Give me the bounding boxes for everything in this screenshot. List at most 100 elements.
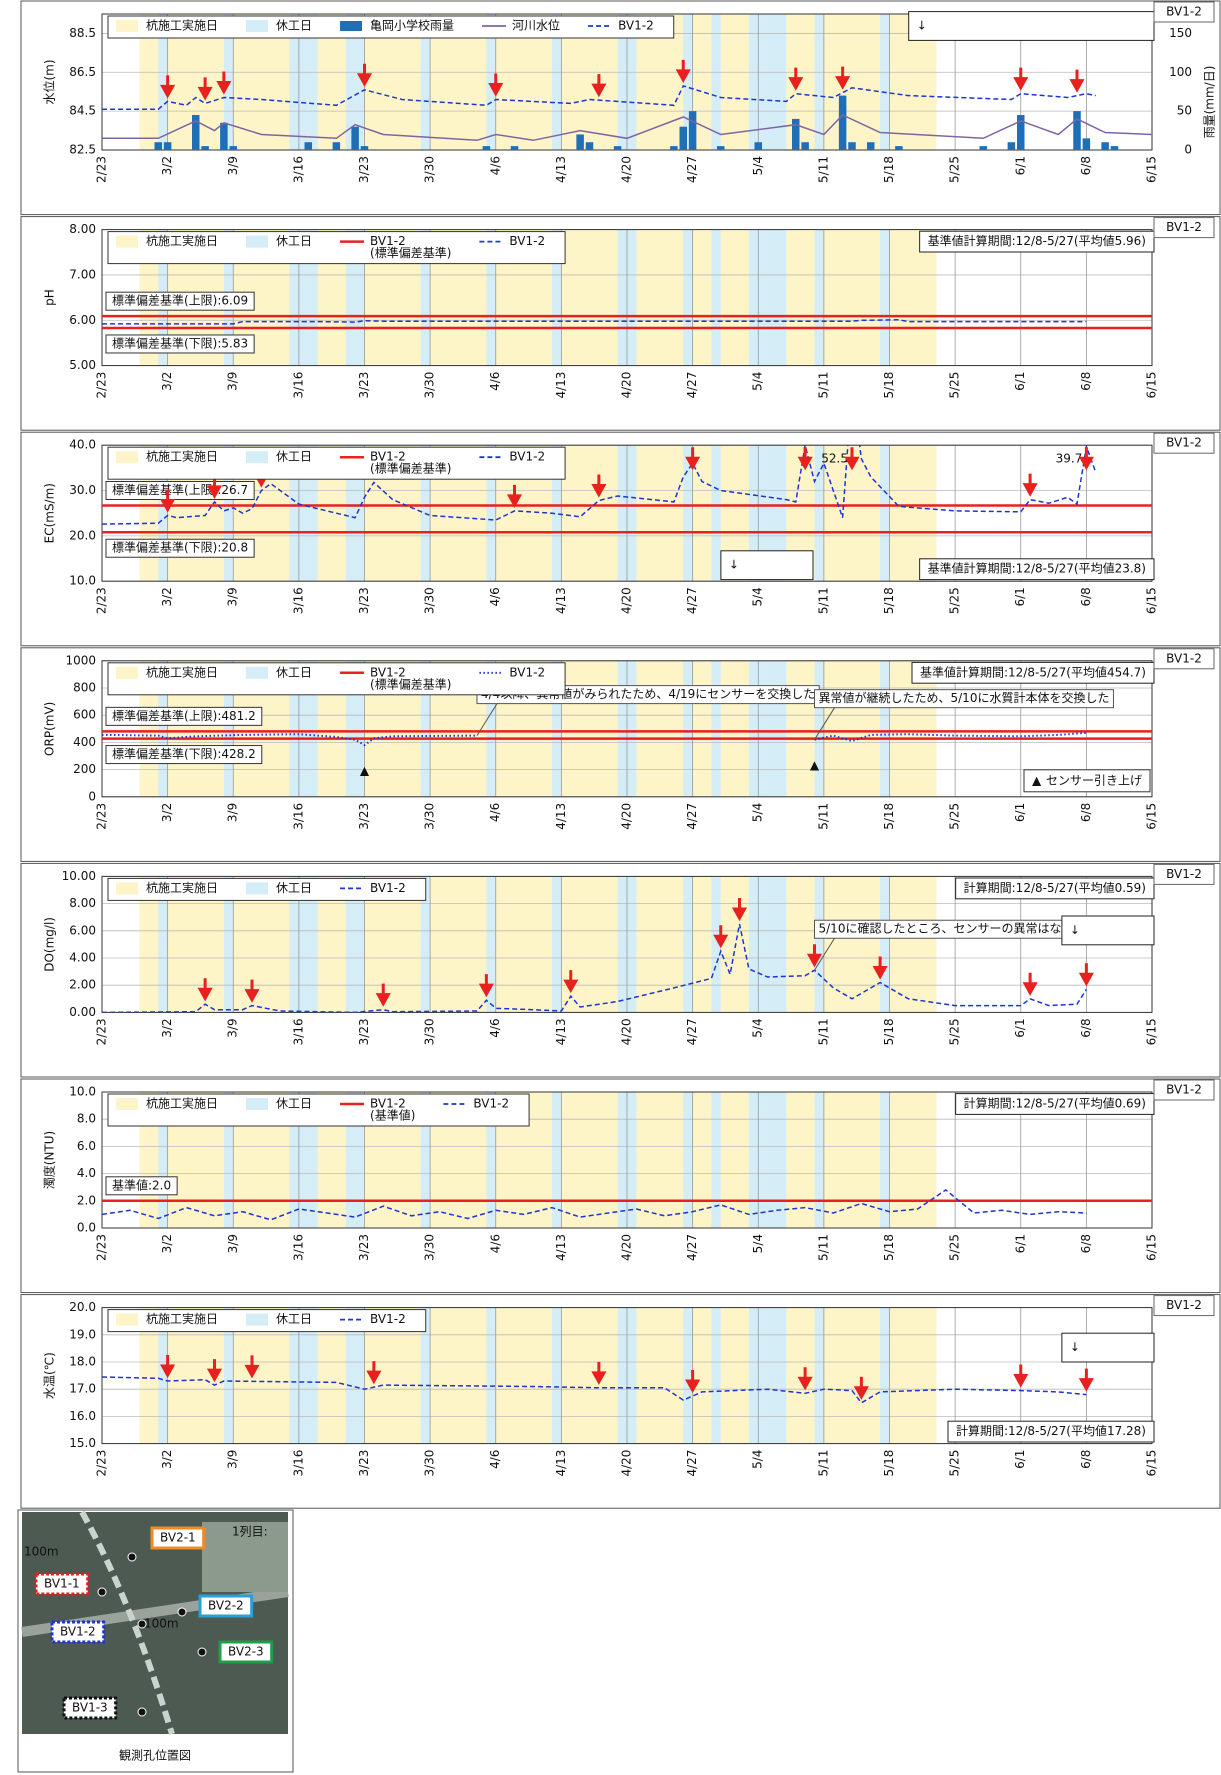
rest-day-band <box>777 229 787 366</box>
event-arrow <box>488 73 504 97</box>
event-arrow <box>356 63 373 87</box>
note-text: 基準値計算期間:12/8-5/27(平均値23.8) <box>928 561 1146 576</box>
x-tick-label: 3/2 <box>160 1450 174 1469</box>
rest-day-band <box>748 660 759 797</box>
well-point <box>127 1552 137 1562</box>
y-tick-label: 10.00 <box>62 869 96 883</box>
rest-day-band <box>748 1092 759 1228</box>
rest-day-band <box>289 1307 299 1444</box>
rest-day-band <box>158 1307 168 1444</box>
x-tick-label: 6/8 <box>1079 372 1093 391</box>
rest-day-band <box>617 1092 627 1228</box>
x-tick-label: 2/23 <box>95 803 109 830</box>
note-text: 計算期間:12/8-5/27(平均値0.59) <box>964 880 1146 895</box>
series-line <box>102 84 1096 110</box>
x-tick-label: 5/11 <box>816 156 830 183</box>
label-box <box>1153 1 1215 23</box>
legend-swatch <box>116 20 138 32</box>
x-tick-label: 4/6 <box>488 1450 502 1469</box>
x-tick-label: 3/16 <box>291 156 305 183</box>
reference-label: 基準値:2.0 <box>112 1177 171 1192</box>
rain-bar <box>792 118 800 150</box>
event-arrow <box>160 1355 176 1379</box>
label-box <box>1061 915 1155 946</box>
label-box <box>107 446 566 480</box>
rest-day-band <box>627 876 637 1013</box>
legend-label: 杭施工実施日 <box>146 234 218 248</box>
x-tick-label: 4/13 <box>554 1234 568 1261</box>
x-tick-label: 4/20 <box>620 1018 634 1045</box>
well-label: BV2-1 <box>160 1531 196 1545</box>
rest-day-band <box>627 229 637 366</box>
rest-day-band <box>355 445 365 582</box>
label-box <box>105 291 255 311</box>
x-tick-label: 3/30 <box>423 1234 437 1261</box>
rest-day-band <box>777 876 787 1013</box>
rain-bar <box>482 146 491 150</box>
rain-bar <box>360 146 369 150</box>
legend-label: 杭施工実施日 <box>146 665 218 679</box>
x-tick-label: 6/15 <box>1145 587 1159 614</box>
rain-bar <box>754 142 762 150</box>
well-label: BV1-2 <box>60 1625 96 1639</box>
rest-day-band <box>486 229 496 366</box>
rest-day-band <box>617 229 627 366</box>
x-tick-label: 6/1 <box>1013 1234 1027 1253</box>
rest-day-band <box>289 14 299 150</box>
x-tick-label: 4/27 <box>685 1450 699 1477</box>
label-box <box>105 745 263 765</box>
rest-day-band <box>355 229 365 366</box>
label-box <box>908 11 1155 41</box>
legend-note: (標準偏差基準) <box>370 461 451 476</box>
rest-day-band <box>880 229 890 366</box>
y-tick-label: 10.0 <box>69 574 96 588</box>
map-river <box>79 1510 175 1735</box>
rest-day-band <box>767 660 777 797</box>
rest-day-band <box>711 14 721 150</box>
x-tick-label: 2/23 <box>95 587 109 614</box>
y-tick-label: 84.5 <box>69 104 96 118</box>
x-tick-label: 5/18 <box>882 1018 896 1045</box>
event-arrow <box>206 1359 223 1383</box>
x-tick-label: 6/1 <box>1013 1450 1027 1469</box>
rest-day-band <box>308 1092 318 1228</box>
event-arrow <box>244 1355 260 1379</box>
rest-day-band <box>711 1092 721 1228</box>
rest-day-band <box>420 1307 431 1444</box>
x-tick-label: 5/18 <box>882 803 896 830</box>
label-box <box>107 662 566 696</box>
x-tick-label: 3/9 <box>226 587 240 606</box>
legend-label: 休工日 <box>276 1097 312 1111</box>
x-tick-label: 4/20 <box>620 372 634 399</box>
x-tick-label: 4/6 <box>488 156 502 175</box>
rest-day-band <box>758 14 768 150</box>
label-box <box>1153 863 1215 885</box>
x-tick-label: 6/1 <box>1013 372 1027 391</box>
event-arrow <box>788 67 804 91</box>
legend-label: 杭施工実施日 <box>146 1097 218 1111</box>
rest-day-band <box>289 229 299 366</box>
label-box <box>955 1093 1155 1115</box>
legend-label: BV1-2 <box>370 665 406 679</box>
x-tick-label: 5/4 <box>751 1234 765 1253</box>
x-tick-label: 3/23 <box>357 372 371 399</box>
legend-swatch <box>246 20 269 32</box>
y-tick-label: 0.00 <box>69 1005 96 1019</box>
x-tick-label: 5/4 <box>751 1018 765 1037</box>
x-tick-label: 5/25 <box>948 803 962 830</box>
rain-bar <box>688 111 697 150</box>
rest-day-band <box>758 445 768 582</box>
event-arrow <box>1013 1364 1029 1388</box>
rest-day-band <box>486 445 496 582</box>
x-tick-label: 3/30 <box>423 587 437 614</box>
y-axis-title: 濁度(NTU) <box>43 1131 57 1189</box>
reference-label: 標準偏差基準(上限):481.2 <box>112 708 256 723</box>
note-text: 計算期間:12/8-5/27(平均値17.28) <box>956 1423 1146 1438</box>
y-tick-label: 400 <box>73 735 96 749</box>
x-tick-label: 4/20 <box>620 1450 634 1477</box>
x-tick-label: 4/27 <box>685 156 699 183</box>
panel-frame <box>20 216 1221 431</box>
event-arrow <box>1078 963 1094 987</box>
reference-label: 標準偏差基準(上限):26.7 <box>112 482 248 497</box>
